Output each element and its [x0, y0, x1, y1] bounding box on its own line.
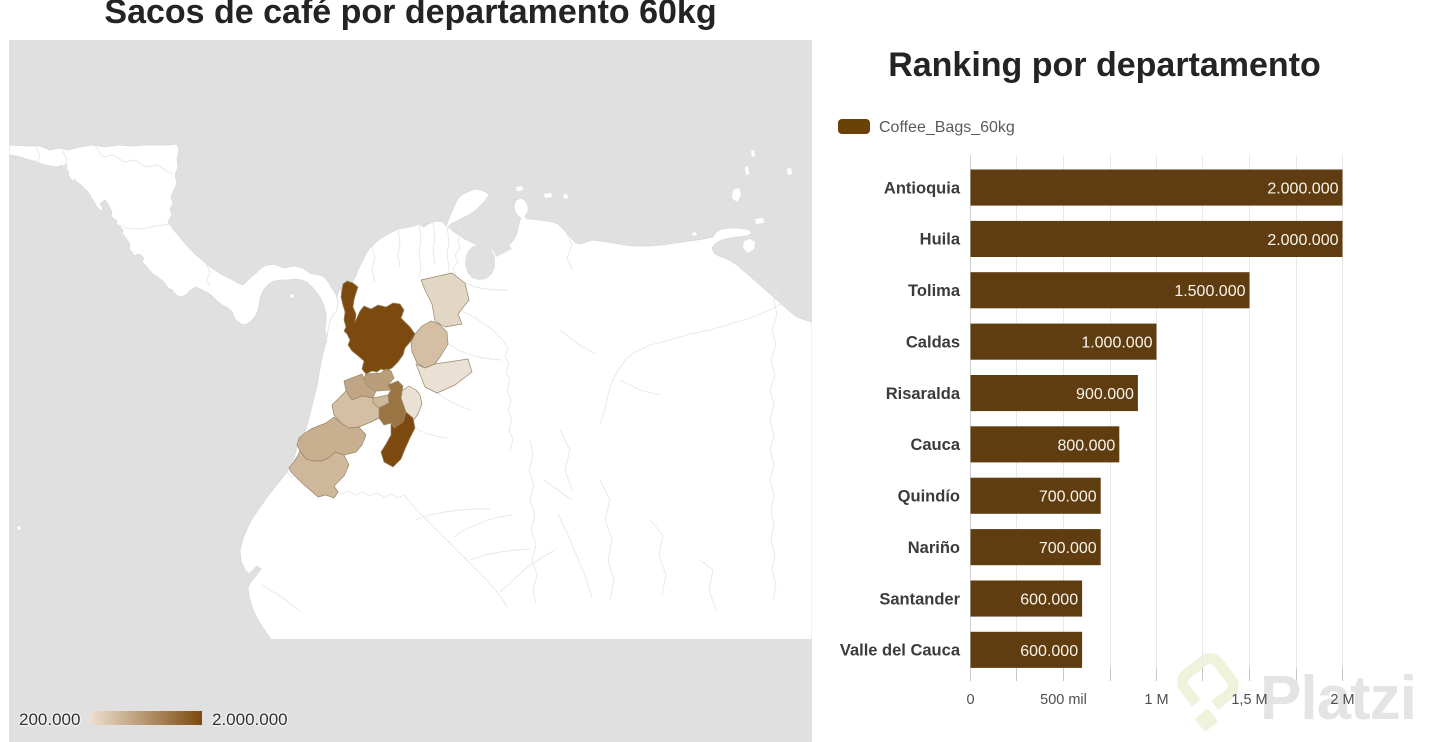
svg-text:2 M: 2 M [1330, 692, 1354, 708]
svg-text:900.000: 900.000 [1076, 386, 1134, 403]
svg-text:0: 0 [966, 692, 974, 708]
svg-text:Platzi: Platzi [1260, 664, 1416, 733]
svg-text:700.000: 700.000 [1039, 489, 1097, 506]
svg-text:Caldas: Caldas [906, 334, 960, 352]
svg-text:Risaralda: Risaralda [886, 385, 961, 403]
svg-text:Nariño: Nariño [908, 539, 960, 557]
svg-text:1.000.000: 1.000.000 [1081, 335, 1152, 352]
svg-text:600.000: 600.000 [1020, 591, 1078, 608]
svg-text:600.000: 600.000 [1020, 643, 1078, 660]
svg-text:Valle del Cauca: Valle del Cauca [840, 642, 961, 660]
svg-text:2.000.000: 2.000.000 [1267, 232, 1338, 249]
svg-text:Cauca: Cauca [910, 436, 960, 454]
svg-text:Quindío: Quindío [898, 488, 960, 506]
svg-text:Santander: Santander [879, 590, 960, 608]
svg-text:2.000.000: 2.000.000 [1267, 181, 1338, 198]
svg-text:1.500.000: 1.500.000 [1174, 283, 1245, 300]
svg-text:Tolima: Tolima [908, 282, 961, 300]
svg-text:Huila: Huila [920, 231, 961, 249]
svg-text:800.000: 800.000 [1057, 437, 1115, 454]
svg-text:Antioquia: Antioquia [884, 179, 961, 197]
svg-text:1,5 M: 1,5 M [1231, 692, 1267, 708]
svg-text:1 M: 1 M [1144, 692, 1168, 708]
svg-text:500 mil: 500 mil [1040, 692, 1087, 708]
svg-text:700.000: 700.000 [1039, 540, 1097, 557]
